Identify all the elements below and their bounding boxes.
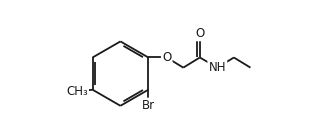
Text: O: O: [195, 27, 204, 40]
Text: CH₃: CH₃: [66, 85, 88, 98]
Text: Br: Br: [142, 99, 155, 112]
Text: NH: NH: [209, 61, 226, 74]
Text: O: O: [162, 51, 171, 64]
